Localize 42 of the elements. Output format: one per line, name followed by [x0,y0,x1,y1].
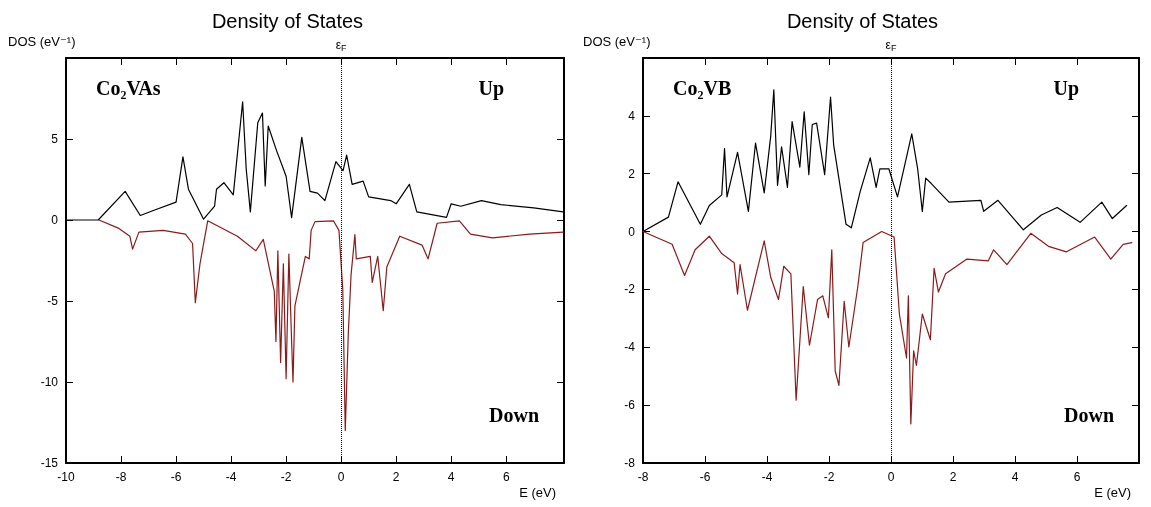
annotation: Up [1053,77,1080,100]
x-tick-label: 4 [447,470,455,484]
y-tick-label: -15 [40,456,59,470]
x-tick-label: 2 [949,470,957,484]
y-tick-label: -8 [624,456,636,470]
annotation: Co₂VAs [96,77,161,99]
chart-title: Density of States [786,10,939,32]
x-tick-label: 0 [337,470,345,484]
y-tick-label: 0 [628,224,636,239]
y-tick-label: -2 [624,282,636,297]
y-tick-label: 5 [51,132,59,146]
y-tick-label: -4 [624,340,636,355]
line-series [98,219,564,432]
x-axis-title: E (eV) [519,485,556,500]
annotation: Down [1063,404,1115,426]
annotation: Down [488,404,540,426]
line-series [642,230,1133,425]
x-tick-label: 0 [887,470,895,484]
x-tick-label: 6 [502,470,510,484]
x-tick-label: -6 [170,470,182,484]
y-tick-label: -5 [47,294,59,308]
y-tick-label: -6 [624,398,636,413]
y-axis-title: DOS (eV⁻¹) [8,34,76,49]
x-tick-label: -8 [115,470,127,484]
y-tick-label: 4 [628,108,636,123]
x-tick-label: -8 [637,470,649,484]
x-tick-label: 4 [1011,470,1019,484]
x-tick-label: -4 [761,470,773,484]
x-axis-title: E (eV) [1094,485,1131,500]
x-tick-label: -2 [823,470,835,484]
chart-title: Density of States [211,10,364,32]
y-axis-title: DOS (eV⁻¹) [583,34,651,49]
x-tick-label: 2 [392,470,400,484]
y-tick-label: 2 [628,166,636,181]
x-tick-label: -2 [280,470,292,484]
annotation: Co₂VB [673,77,732,99]
x-tick-label: -4 [225,470,237,484]
y-tick-label: -10 [40,375,59,389]
x-tick-label: 6 [1073,470,1081,484]
x-tick-label: -6 [699,470,711,484]
y-tick-label: 0 [51,213,59,227]
annotation: Up [478,77,505,100]
